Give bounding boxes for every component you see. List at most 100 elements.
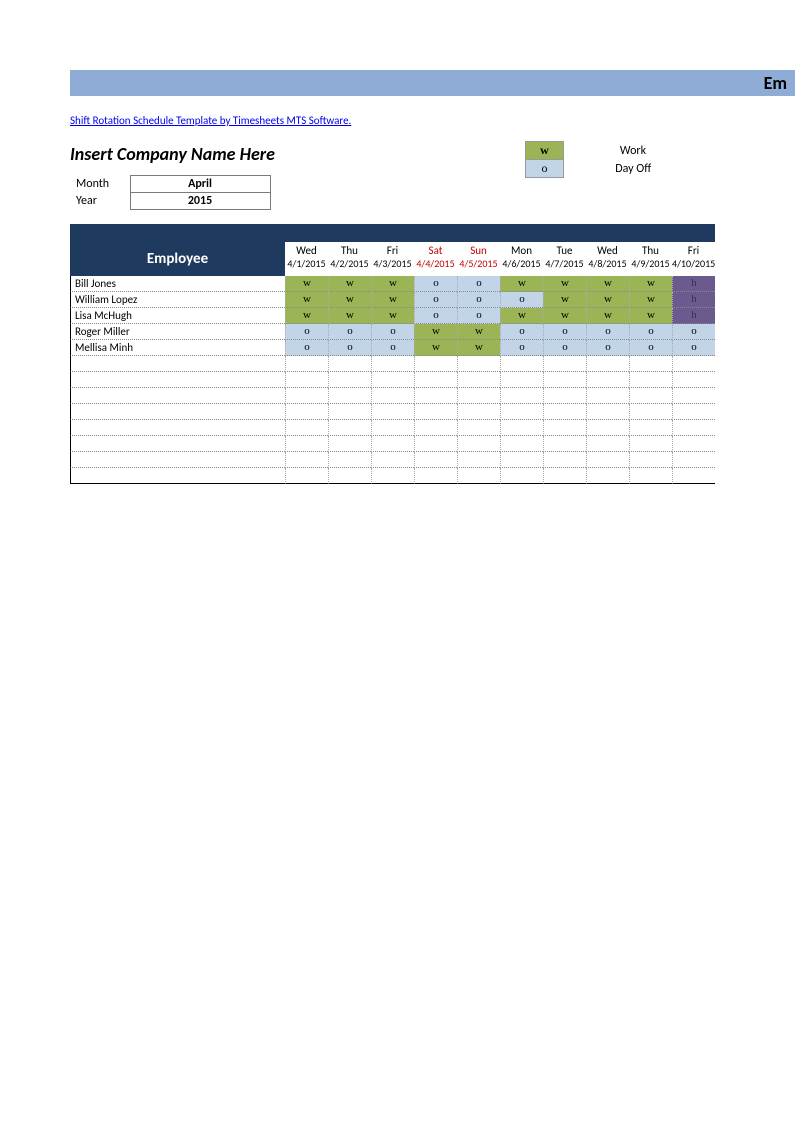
shift-cell[interactable] <box>328 356 371 372</box>
shift-cell[interactable]: o <box>500 324 543 340</box>
shift-cell[interactable] <box>543 436 586 452</box>
shift-cell[interactable]: o <box>672 324 715 340</box>
shift-cell[interactable] <box>457 356 500 372</box>
shift-cell[interactable] <box>586 356 629 372</box>
shift-cell[interactable] <box>285 372 328 388</box>
shift-cell[interactable] <box>285 388 328 404</box>
shift-cell[interactable]: o <box>457 276 500 292</box>
shift-cell[interactable]: w <box>414 324 457 340</box>
shift-cell[interactable]: o <box>672 340 715 356</box>
shift-cell[interactable]: o <box>543 340 586 356</box>
shift-cell[interactable] <box>586 436 629 452</box>
shift-cell[interactable] <box>457 436 500 452</box>
shift-cell[interactable]: o <box>414 308 457 324</box>
shift-cell[interactable] <box>414 372 457 388</box>
employee-name-cell[interactable] <box>70 420 285 436</box>
shift-cell[interactable] <box>543 372 586 388</box>
shift-cell[interactable] <box>328 436 371 452</box>
shift-cell[interactable] <box>672 468 715 484</box>
shift-cell[interactable] <box>457 468 500 484</box>
shift-cell[interactable]: w <box>543 292 586 308</box>
shift-cell[interactable] <box>285 420 328 436</box>
shift-cell[interactable] <box>543 468 586 484</box>
shift-cell[interactable] <box>457 372 500 388</box>
shift-cell[interactable] <box>629 468 672 484</box>
shift-cell[interactable]: h <box>672 308 715 324</box>
shift-cell[interactable]: w <box>414 340 457 356</box>
shift-cell[interactable]: w <box>285 292 328 308</box>
shift-cell[interactable]: w <box>500 308 543 324</box>
shift-cell[interactable] <box>629 436 672 452</box>
shift-cell[interactable]: w <box>543 308 586 324</box>
shift-cell[interactable]: w <box>586 292 629 308</box>
shift-cell[interactable] <box>371 468 414 484</box>
shift-cell[interactable] <box>672 452 715 468</box>
shift-cell[interactable] <box>285 436 328 452</box>
shift-cell[interactable] <box>629 420 672 436</box>
credit-link[interactable]: Shift Rotation Schedule Template by Time… <box>70 114 351 127</box>
shift-cell[interactable]: o <box>500 292 543 308</box>
shift-cell[interactable] <box>414 468 457 484</box>
shift-cell[interactable] <box>500 372 543 388</box>
shift-cell[interactable] <box>629 452 672 468</box>
shift-cell[interactable]: w <box>328 276 371 292</box>
shift-cell[interactable]: w <box>328 292 371 308</box>
employee-name-cell[interactable]: Roger Miller <box>70 324 285 340</box>
shift-cell[interactable]: o <box>457 292 500 308</box>
shift-cell[interactable] <box>328 420 371 436</box>
shift-cell[interactable]: w <box>500 276 543 292</box>
shift-cell[interactable]: o <box>500 340 543 356</box>
shift-cell[interactable]: o <box>285 340 328 356</box>
employee-name-cell[interactable] <box>70 388 285 404</box>
shift-cell[interactable] <box>285 404 328 420</box>
shift-cell[interactable] <box>543 420 586 436</box>
shift-cell[interactable] <box>414 452 457 468</box>
shift-cell[interactable]: o <box>328 324 371 340</box>
employee-name-cell[interactable] <box>70 372 285 388</box>
month-value[interactable]: April <box>130 176 270 193</box>
shift-cell[interactable] <box>328 404 371 420</box>
shift-cell[interactable] <box>371 452 414 468</box>
shift-cell[interactable]: o <box>328 340 371 356</box>
shift-cell[interactable] <box>285 468 328 484</box>
shift-cell[interactable] <box>371 420 414 436</box>
shift-cell[interactable]: w <box>371 308 414 324</box>
shift-cell[interactable] <box>500 356 543 372</box>
shift-cell[interactable]: w <box>328 308 371 324</box>
shift-cell[interactable]: w <box>371 276 414 292</box>
employee-name-cell[interactable] <box>70 452 285 468</box>
shift-cell[interactable] <box>414 356 457 372</box>
shift-cell[interactable] <box>629 356 672 372</box>
shift-cell[interactable] <box>285 452 328 468</box>
shift-cell[interactable] <box>371 404 414 420</box>
shift-cell[interactable] <box>586 388 629 404</box>
shift-cell[interactable] <box>672 404 715 420</box>
shift-cell[interactable] <box>500 404 543 420</box>
shift-cell[interactable] <box>586 468 629 484</box>
shift-cell[interactable]: w <box>543 276 586 292</box>
shift-cell[interactable]: o <box>371 340 414 356</box>
shift-cell[interactable] <box>328 452 371 468</box>
shift-cell[interactable]: h <box>672 292 715 308</box>
shift-cell[interactable]: o <box>629 324 672 340</box>
employee-name-cell[interactable] <box>70 356 285 372</box>
shift-cell[interactable] <box>457 388 500 404</box>
employee-name-cell[interactable] <box>70 468 285 484</box>
shift-cell[interactable]: w <box>629 292 672 308</box>
shift-cell[interactable]: o <box>457 308 500 324</box>
shift-cell[interactable] <box>414 436 457 452</box>
shift-cell[interactable] <box>457 420 500 436</box>
shift-cell[interactable] <box>586 372 629 388</box>
employee-name-cell[interactable]: Mellisa Minh <box>70 340 285 356</box>
shift-cell[interactable]: w <box>371 292 414 308</box>
shift-cell[interactable] <box>629 388 672 404</box>
company-name[interactable]: Insert Company Name Here <box>70 143 405 165</box>
employee-name-cell[interactable] <box>70 404 285 420</box>
shift-cell[interactable] <box>500 436 543 452</box>
shift-cell[interactable]: o <box>586 340 629 356</box>
shift-cell[interactable] <box>586 420 629 436</box>
shift-cell[interactable]: h <box>672 276 715 292</box>
employee-name-cell[interactable]: Lisa McHugh <box>70 308 285 324</box>
shift-cell[interactable] <box>672 356 715 372</box>
shift-cell[interactable]: w <box>285 276 328 292</box>
